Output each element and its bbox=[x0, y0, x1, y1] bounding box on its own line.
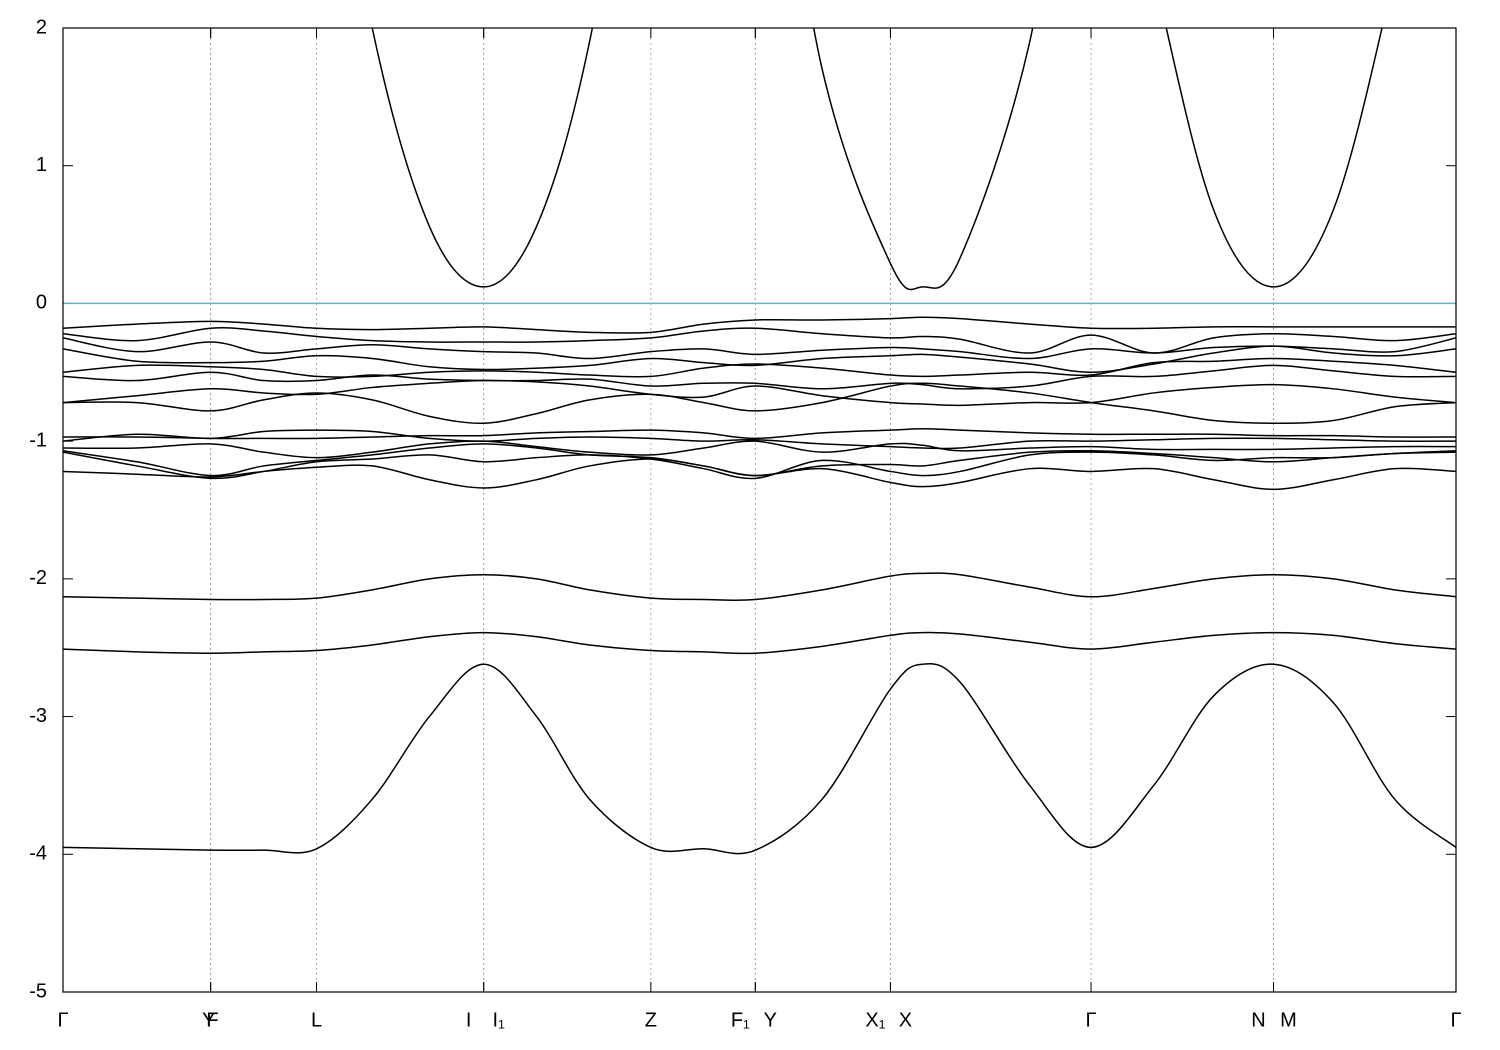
band-line bbox=[63, 316, 1456, 334]
band-line bbox=[63, 572, 1456, 602]
x-tick-label: Γ bbox=[1086, 1009, 1097, 1031]
x-tick-label: F bbox=[206, 1009, 218, 1031]
x-tick-label: Γ bbox=[57, 1009, 68, 1031]
plot-frame bbox=[62, 27, 1457, 993]
x-tick-label: N bbox=[1251, 1009, 1265, 1031]
grid bbox=[62, 27, 1457, 993]
band-line bbox=[63, 357, 1456, 378]
x-tick-label: L bbox=[311, 1009, 322, 1031]
band-line bbox=[63, 458, 1456, 491]
band-line bbox=[63, 379, 1456, 407]
x-tick-label: Y bbox=[202, 1009, 215, 1031]
x-tick-label: M bbox=[1280, 1009, 1297, 1031]
y-tick-label: 1 bbox=[36, 154, 47, 176]
x-tick-label: I₁ bbox=[493, 1009, 506, 1031]
band-line bbox=[63, 337, 1456, 360]
x-tick-label: Z bbox=[645, 1009, 657, 1031]
x-tick-label: I bbox=[466, 1009, 472, 1031]
y-tick-label: -1 bbox=[29, 429, 47, 451]
y-tick-label: -5 bbox=[29, 980, 47, 1002]
plot-area bbox=[63, 28, 1456, 855]
band-line bbox=[63, 345, 1456, 374]
y-tick-label: -3 bbox=[29, 705, 47, 727]
band-line bbox=[63, 327, 1456, 354]
x-tick-label: Y bbox=[764, 1009, 777, 1031]
band-line bbox=[63, 427, 1456, 440]
band-line bbox=[63, 364, 1456, 390]
band-line bbox=[371, 28, 1383, 291]
x-tick-label: F₁ bbox=[731, 1009, 750, 1031]
y-tick-label: 0 bbox=[36, 292, 47, 314]
x-tick-label: X₁ bbox=[865, 1009, 885, 1031]
y-tick-label: -2 bbox=[29, 567, 47, 589]
band-line bbox=[63, 631, 1456, 655]
band-line bbox=[63, 451, 1456, 480]
band-line bbox=[63, 440, 1456, 459]
band-line bbox=[63, 662, 1456, 855]
x-tick-label: X bbox=[899, 1009, 912, 1031]
y-tick-label: -4 bbox=[29, 843, 47, 865]
y-tick-label: 2 bbox=[36, 16, 47, 38]
x-tick-label: Γ bbox=[1450, 1009, 1461, 1031]
band-line bbox=[63, 429, 1456, 450]
band-line bbox=[63, 382, 1456, 424]
